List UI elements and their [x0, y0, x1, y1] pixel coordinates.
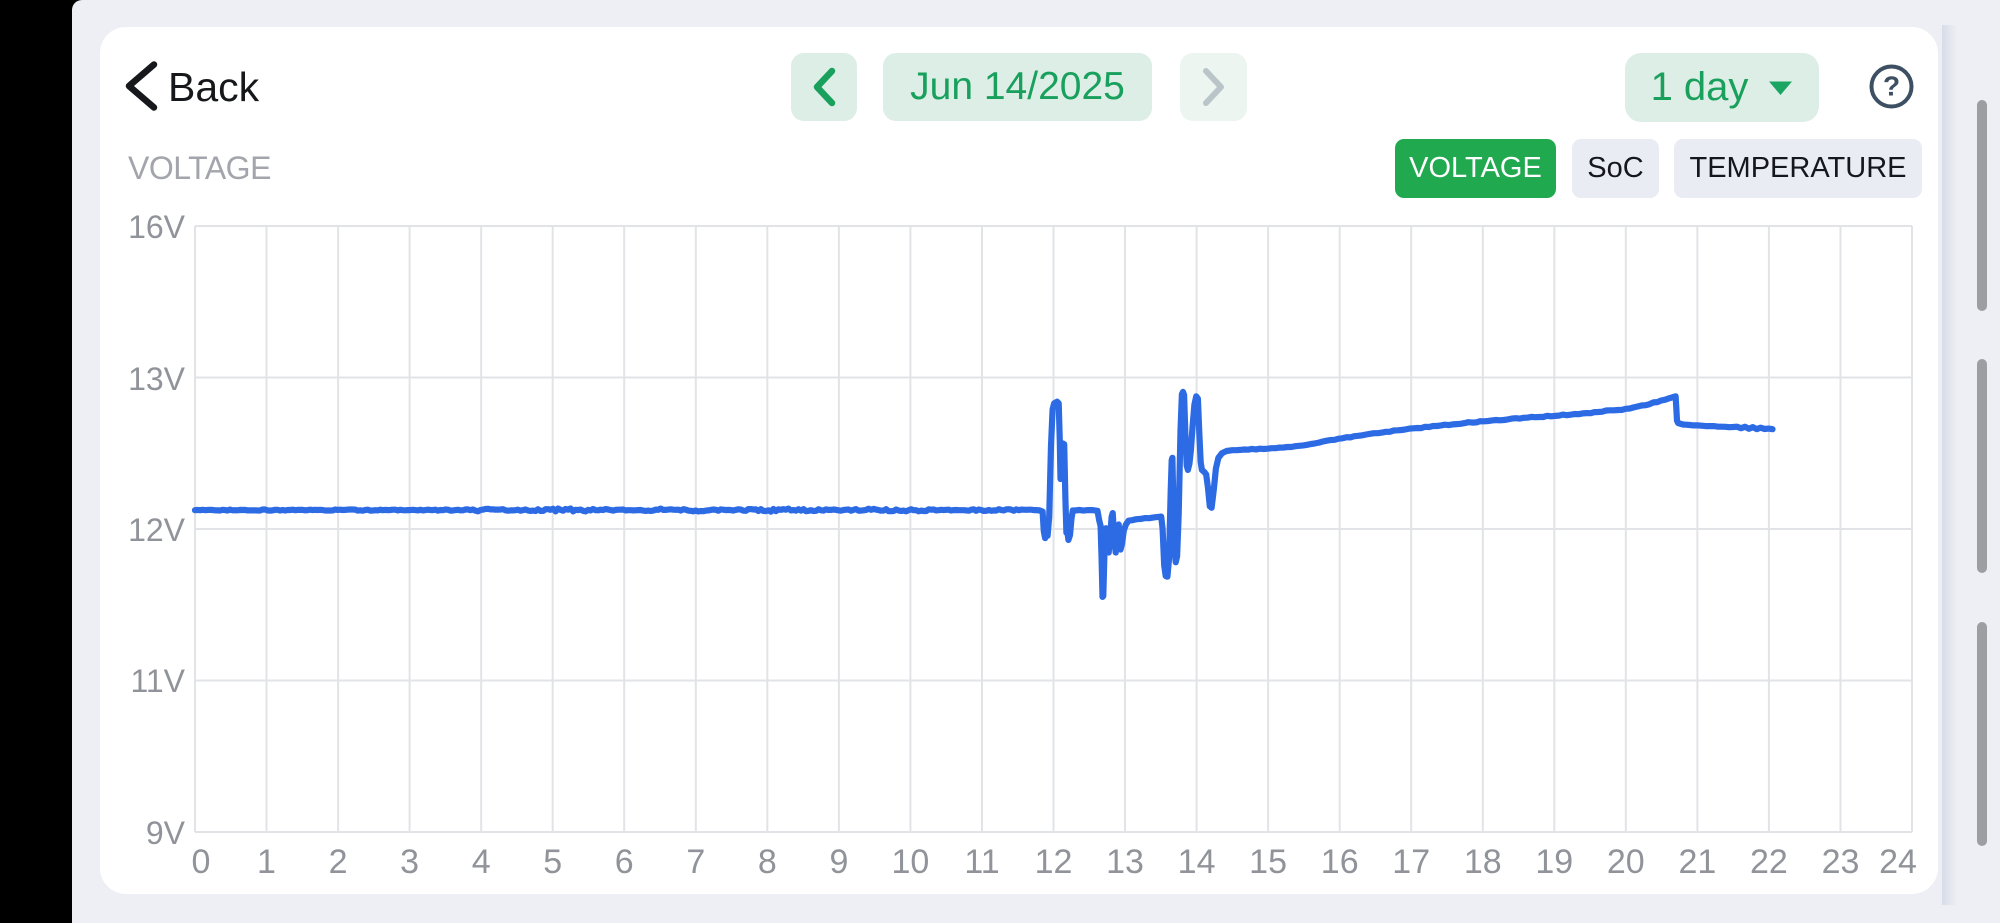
svg-text:1: 1 [257, 843, 276, 881]
svg-text:17: 17 [1392, 843, 1430, 881]
svg-text:12V: 12V [128, 512, 186, 548]
svg-text:11: 11 [964, 843, 999, 881]
svg-text:7: 7 [686, 843, 705, 881]
svg-text:16: 16 [1321, 843, 1359, 881]
svg-text:16V: 16V [128, 209, 186, 245]
svg-text:8: 8 [758, 843, 777, 881]
svg-text:18: 18 [1464, 843, 1502, 881]
svg-text:24: 24 [1879, 843, 1917, 881]
svg-text:13V: 13V [128, 361, 186, 397]
svg-text:3: 3 [400, 843, 419, 881]
svg-text:15: 15 [1249, 843, 1287, 881]
svg-text:10: 10 [891, 843, 929, 881]
svg-text:11V: 11V [130, 663, 185, 699]
svg-text:12: 12 [1035, 843, 1073, 881]
svg-text:19: 19 [1535, 843, 1573, 881]
svg-text:23: 23 [1822, 843, 1860, 881]
svg-text:13: 13 [1106, 843, 1144, 881]
svg-text:2: 2 [329, 843, 348, 881]
svg-text:20: 20 [1607, 843, 1645, 881]
svg-text:9V: 9V [146, 815, 186, 851]
svg-text:?: ? [1883, 71, 1900, 102]
svg-text:22: 22 [1750, 843, 1788, 881]
svg-text:9: 9 [829, 843, 848, 881]
svg-text:21: 21 [1678, 843, 1716, 881]
svg-text:4: 4 [472, 843, 491, 881]
svg-text:5: 5 [543, 843, 562, 881]
svg-text:14: 14 [1178, 843, 1216, 881]
svg-text:6: 6 [615, 843, 634, 881]
svg-text:0: 0 [192, 843, 211, 881]
